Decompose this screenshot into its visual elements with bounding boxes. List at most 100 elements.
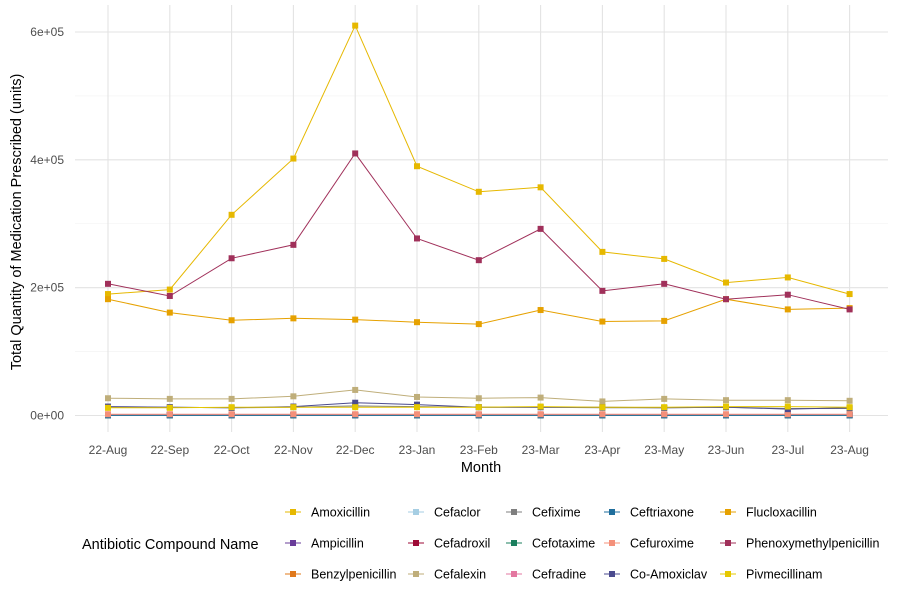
data-point xyxy=(414,404,420,411)
legend-key-marker xyxy=(511,509,517,515)
x-tick-label: 22-Nov xyxy=(274,443,313,457)
legend-key-marker xyxy=(725,571,731,577)
data-point xyxy=(352,150,359,157)
data-point xyxy=(784,411,791,418)
legend-item: Flucloxacillin xyxy=(720,506,817,520)
x-tick-label: 23-Apr xyxy=(584,443,620,457)
legend-item: Cefadroxil xyxy=(408,537,490,551)
data-point xyxy=(166,395,173,402)
grid-lines xyxy=(75,5,888,432)
legend-label: Ampicillin xyxy=(311,537,364,551)
data-point xyxy=(537,184,544,191)
data-point xyxy=(475,257,482,264)
x-tick-label: 23-May xyxy=(644,443,684,457)
data-point xyxy=(414,163,420,170)
data-point xyxy=(475,411,482,418)
legend-key-marker xyxy=(290,540,296,546)
data-point xyxy=(599,398,606,405)
data-point xyxy=(661,411,668,418)
x-axis-title: Month xyxy=(461,460,501,476)
x-tick-label: 23-Jul xyxy=(771,443,804,457)
x-tick-label: 22-Oct xyxy=(214,443,251,457)
legend-item: Pivmecillinam xyxy=(720,568,822,582)
data-point xyxy=(414,411,420,418)
legend-label: Amoxicillin xyxy=(311,506,370,520)
data-point xyxy=(661,255,668,262)
data-point xyxy=(352,404,359,411)
y-tick-label: 4e+05 xyxy=(30,153,64,167)
x-tick-label: 23-Feb xyxy=(460,443,498,457)
y-tick-labels: 0e+00 2e+05 4e+05 6e+05 xyxy=(30,25,64,423)
legend-key-marker xyxy=(511,540,517,546)
series-amoxicillin xyxy=(105,22,853,298)
x-tick-label: 23-Aug xyxy=(830,443,869,457)
data-point xyxy=(228,395,235,402)
legend-label: Cefixime xyxy=(532,506,581,520)
legend-item: Cefixime xyxy=(506,506,581,520)
legend-item: Cefradine xyxy=(506,568,586,582)
series-cefuroxime xyxy=(105,411,853,418)
data-point xyxy=(352,386,359,393)
data-point xyxy=(166,404,173,411)
legend-key-marker xyxy=(609,540,615,546)
data-point xyxy=(846,404,853,411)
x-tick-label: 22-Sep xyxy=(150,443,189,457)
data-point xyxy=(290,393,297,400)
legend-label: Cefadroxil xyxy=(434,537,490,551)
data-point xyxy=(166,292,173,299)
data-point xyxy=(537,394,544,401)
legend-label: Ceftriaxone xyxy=(630,506,694,520)
data-point xyxy=(105,395,111,402)
data-point xyxy=(599,287,606,294)
data-point xyxy=(846,306,853,313)
legend-item: Co-Amoxiclav xyxy=(604,568,708,582)
data-point xyxy=(784,397,791,404)
data-point xyxy=(723,411,729,418)
y-tick-label: 0e+00 xyxy=(30,409,64,423)
legend-item: Cefaclor xyxy=(408,506,481,520)
x-tick-label: 23-Mar xyxy=(522,443,560,457)
legend-item: Amoxicillin xyxy=(285,506,370,520)
data-point xyxy=(105,280,111,287)
legend-label: Pivmecillinam xyxy=(746,568,822,582)
x-tick-label: 23-Jan xyxy=(399,443,436,457)
x-tick-label: 22-Aug xyxy=(89,443,128,457)
data-point xyxy=(599,318,606,325)
data-point xyxy=(599,404,606,411)
data-point xyxy=(352,22,359,29)
legend-label: Cefotaxime xyxy=(532,537,595,551)
data-point xyxy=(290,411,297,418)
data-point xyxy=(290,315,297,322)
data-point xyxy=(105,291,111,298)
data-point xyxy=(846,411,853,418)
legend-item: Ampicillin xyxy=(285,537,364,551)
legend-key-marker xyxy=(609,571,615,577)
legend-key-marker xyxy=(413,540,419,546)
data-point xyxy=(290,155,297,162)
series-pivmecillinam xyxy=(105,403,853,411)
legend-key-marker xyxy=(290,571,296,577)
data-point xyxy=(723,397,729,404)
data-point xyxy=(661,395,668,402)
legend-label: Cefaclor xyxy=(434,506,481,520)
legend-label: Co-Amoxiclav xyxy=(630,568,708,582)
legend-item: Ceftriaxone xyxy=(604,506,694,520)
legend-title: Antibiotic Compound Name xyxy=(82,537,259,553)
data-point xyxy=(475,188,482,195)
data-point xyxy=(475,321,482,328)
legend-key-marker xyxy=(413,509,419,515)
data-point xyxy=(784,403,791,410)
legend-item: Cefalexin xyxy=(408,568,486,582)
legend-label: Benzylpenicillin xyxy=(311,568,397,582)
data-point xyxy=(475,395,482,402)
data-point xyxy=(723,403,729,410)
series-lines xyxy=(105,22,853,419)
data-point xyxy=(723,279,729,286)
data-point xyxy=(228,255,235,262)
data-point xyxy=(599,411,606,418)
data-point xyxy=(228,211,235,218)
data-point xyxy=(166,286,173,293)
legend-item: Cefuroxime xyxy=(604,537,694,551)
legend-key-marker xyxy=(413,571,419,577)
